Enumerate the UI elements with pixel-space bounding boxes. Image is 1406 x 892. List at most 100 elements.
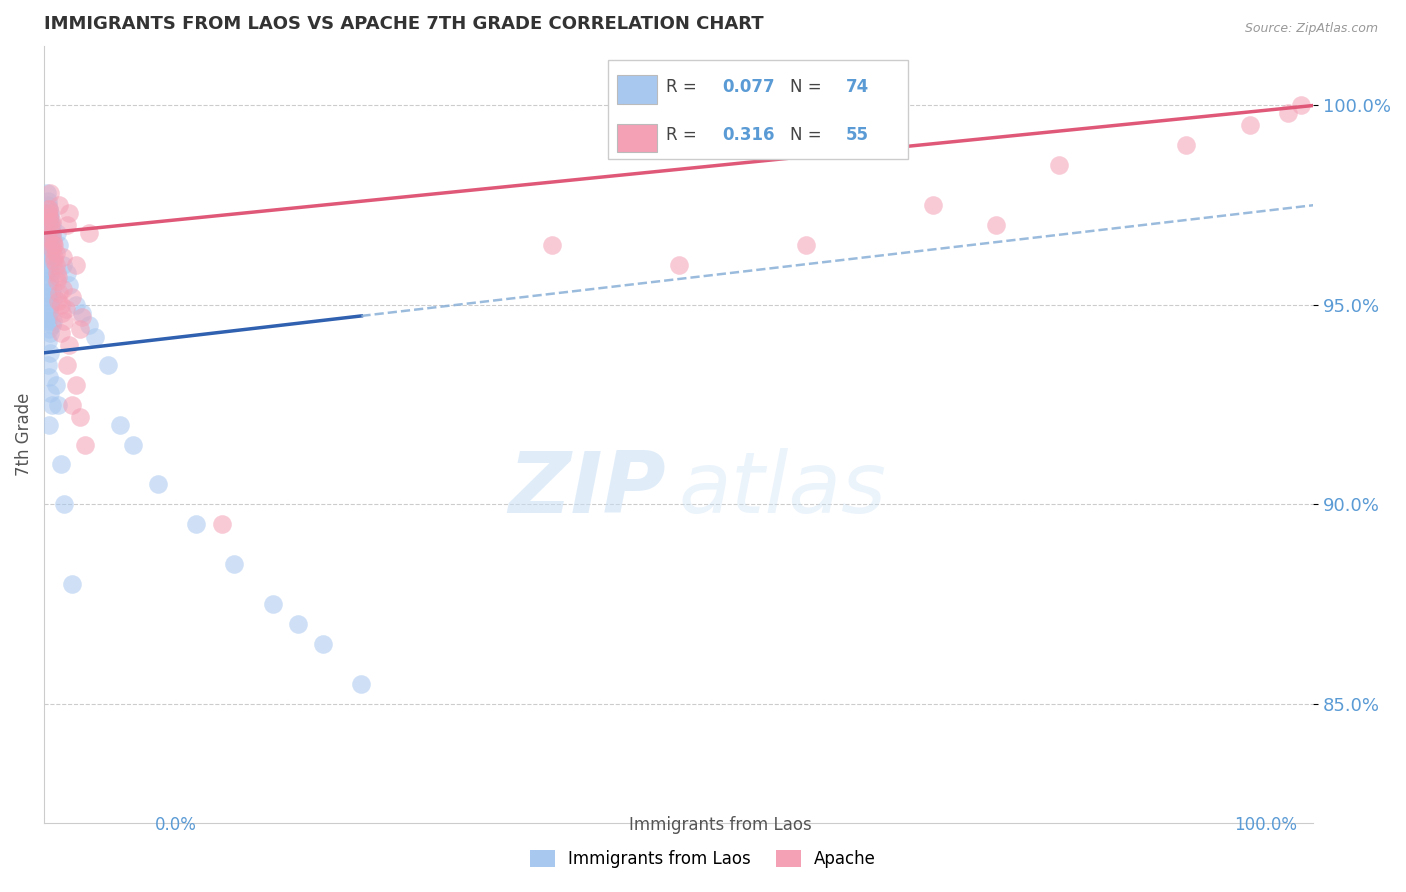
Point: [37, 285, 59, 300]
Point: [44, 254, 66, 268]
Point: [186, 517, 208, 532]
Text: ZIP: ZIP: [509, 448, 666, 531]
Point: [49, 298, 72, 312]
Point: [41, 318, 63, 332]
Point: [58, 277, 80, 292]
Point: [41, 226, 63, 240]
Point: [42, 314, 65, 328]
Point: [41, 254, 63, 268]
Point: [55, 301, 77, 316]
Point: [41, 226, 63, 240]
Point: [122, 437, 145, 451]
Point: [39, 242, 62, 256]
Point: [42, 234, 65, 248]
Y-axis label: 7th Grade: 7th Grade: [15, 392, 32, 476]
Text: 100.0%: 100.0%: [1234, 816, 1296, 834]
Point: [58, 206, 80, 220]
Text: 74: 74: [846, 78, 869, 95]
Point: [37, 310, 59, 324]
Point: [41, 398, 63, 412]
Point: [44, 258, 66, 272]
Text: atlas: atlas: [679, 448, 887, 531]
Point: [58, 338, 80, 352]
Point: [70, 310, 93, 324]
Point: [37, 218, 59, 232]
Point: [110, 417, 132, 432]
Point: [39, 206, 62, 220]
Point: [45, 274, 67, 288]
Point: [69, 409, 91, 424]
Point: [37, 230, 59, 244]
Text: N =: N =: [790, 126, 827, 144]
Point: [37, 198, 59, 212]
Point: [39, 210, 62, 224]
Point: [38, 210, 60, 224]
Point: [38, 322, 60, 336]
Point: [73, 437, 96, 451]
Point: [49, 326, 72, 340]
Point: [77, 318, 100, 332]
Point: [287, 617, 309, 632]
Point: [1239, 119, 1261, 133]
Point: [53, 497, 76, 511]
Point: [48, 238, 70, 252]
Point: [312, 637, 335, 651]
Point: [46, 293, 69, 308]
Point: [37, 277, 59, 292]
Point: [60, 398, 83, 412]
Point: [44, 377, 66, 392]
Point: [38, 226, 60, 240]
FancyBboxPatch shape: [607, 60, 908, 159]
Text: R =: R =: [666, 78, 703, 95]
Point: [1289, 98, 1312, 112]
Point: [39, 346, 62, 360]
Point: [38, 417, 60, 432]
Text: Source: ZipAtlas.com: Source: ZipAtlas.com: [1244, 22, 1378, 36]
Point: [38, 274, 60, 288]
Point: [38, 258, 60, 272]
Point: [60, 290, 83, 304]
Point: [45, 226, 67, 240]
Point: [53, 314, 76, 328]
Point: [37, 290, 59, 304]
Point: [48, 198, 70, 212]
Point: [38, 369, 60, 384]
Point: [60, 577, 83, 591]
Point: [51, 306, 73, 320]
Point: [1277, 106, 1299, 120]
Legend: Immigrants from Laos, Apache: Immigrants from Laos, Apache: [523, 843, 883, 875]
Point: [148, 477, 170, 491]
Point: [41, 230, 63, 244]
Point: [41, 242, 63, 256]
Point: [38, 301, 60, 316]
Bar: [617, 124, 657, 153]
Point: [52, 250, 75, 264]
Point: [44, 246, 66, 260]
Point: [39, 270, 62, 285]
Point: [38, 250, 60, 264]
Point: [38, 210, 60, 224]
Point: [38, 306, 60, 320]
Point: [37, 358, 59, 372]
Point: [211, 517, 233, 532]
Point: [37, 202, 59, 217]
Point: [262, 597, 284, 611]
Point: [540, 238, 562, 252]
Point: [83, 330, 105, 344]
Text: 0.077: 0.077: [723, 78, 775, 95]
Point: [37, 334, 59, 348]
Point: [69, 322, 91, 336]
Text: Immigrants from Laos: Immigrants from Laos: [630, 816, 811, 834]
Point: [52, 282, 75, 296]
Point: [56, 358, 79, 372]
Point: [224, 558, 246, 572]
Point: [668, 258, 690, 272]
Point: [39, 293, 62, 308]
Text: 55: 55: [846, 126, 869, 144]
Point: [35, 202, 58, 217]
Point: [1175, 138, 1198, 153]
Point: [38, 202, 60, 217]
Point: [39, 214, 62, 228]
Point: [37, 194, 59, 209]
Point: [41, 282, 63, 296]
